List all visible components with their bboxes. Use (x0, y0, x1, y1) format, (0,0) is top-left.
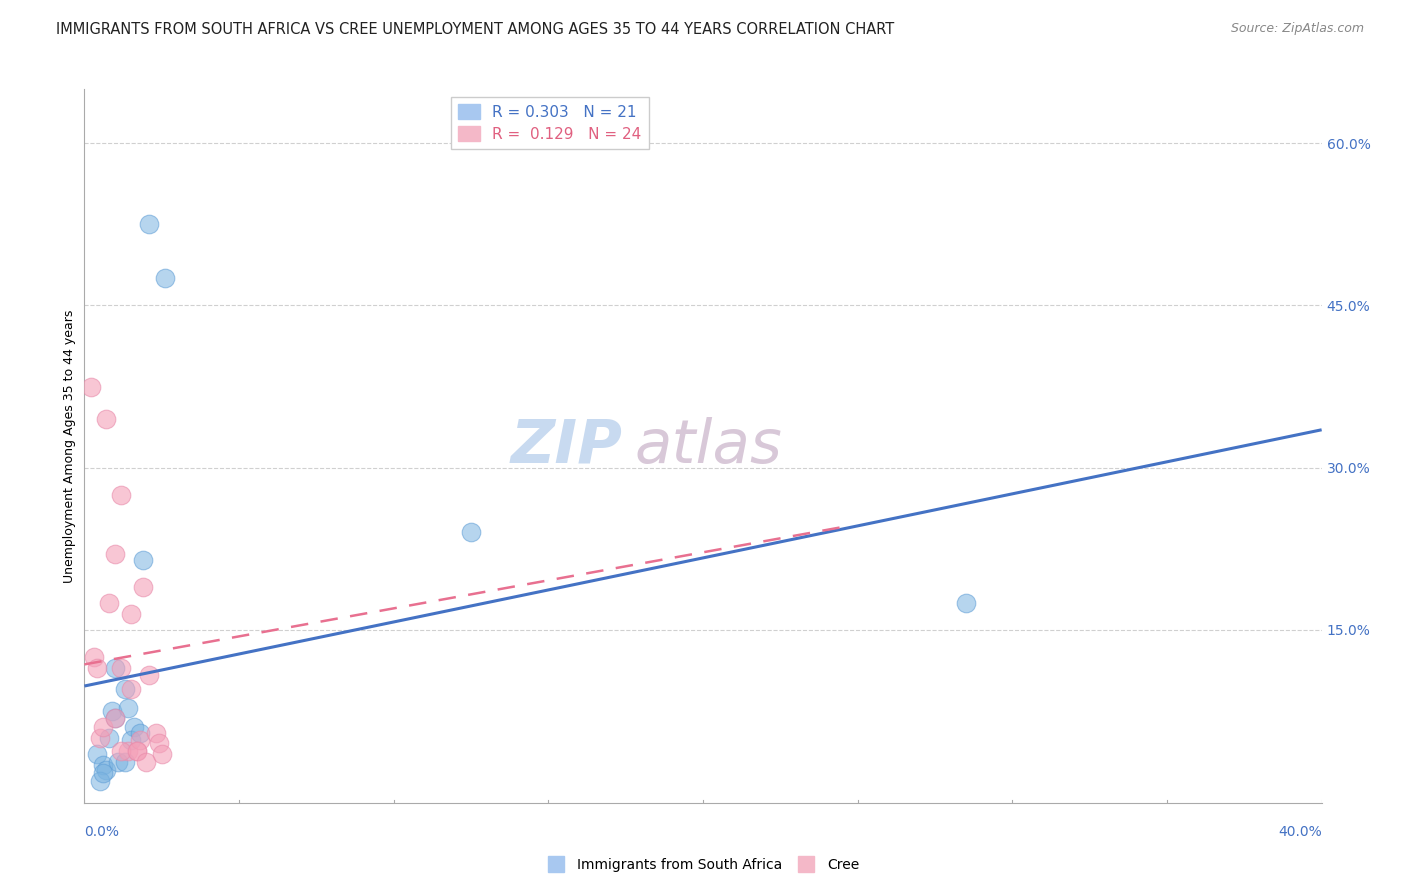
Point (460, 525, 482, 540)
Point (89, 774, 111, 789)
Point (98, 596, 121, 610)
Point (104, 547, 127, 561)
Point (120, 733, 142, 747)
Point (135, 755, 157, 769)
Point (125, 744, 148, 758)
Y-axis label: Unemployment Among Ages 35 to 44 years: Unemployment Among Ages 35 to 44 years (63, 310, 76, 582)
Point (117, 744, 139, 758)
Point (86, 747, 108, 761)
Point (114, 682, 136, 697)
Point (117, 700, 139, 714)
Point (148, 736, 170, 750)
Point (138, 218, 160, 232)
Point (98, 731, 121, 745)
Point (91, 720, 114, 734)
Point (91, 765, 114, 780)
Point (132, 552, 155, 566)
Text: ZIP: ZIP (510, 417, 623, 475)
Point (150, 747, 173, 761)
Point (122, 720, 145, 734)
Point (132, 580, 155, 594)
Legend: Immigrants from South Africa, Cree: Immigrants from South Africa, Cree (541, 853, 865, 878)
Text: Source: ZipAtlas.com: Source: ZipAtlas.com (1230, 22, 1364, 36)
Point (104, 711, 127, 725)
Point (107, 755, 129, 769)
Point (138, 668, 160, 682)
Point (110, 744, 132, 758)
Point (125, 744, 148, 758)
Point (153, 271, 176, 285)
Point (89, 731, 111, 745)
Point (120, 607, 142, 621)
Point (94, 764, 117, 778)
Text: 0.0%: 0.0% (84, 825, 120, 839)
Point (94, 412, 117, 426)
Point (955, 596, 977, 610)
Text: IMMIGRANTS FROM SOUTH AFRICA VS CREE UNEMPLOYMENT AMONG AGES 35 TO 44 YEARS CORR: IMMIGRANTS FROM SOUTH AFRICA VS CREE UNE… (56, 22, 894, 37)
Point (129, 725, 152, 739)
Point (83, 649, 105, 664)
Point (91, 758, 114, 772)
Point (114, 755, 136, 769)
Text: atlas: atlas (636, 417, 783, 475)
Point (101, 704, 124, 718)
Point (104, 660, 127, 674)
Text: 40.0%: 40.0% (1278, 825, 1322, 839)
Point (129, 733, 152, 747)
Point (79, 379, 101, 393)
Point (110, 660, 132, 674)
Point (104, 711, 127, 725)
Point (145, 725, 167, 739)
Point (86, 660, 108, 674)
Point (110, 488, 132, 502)
Point (120, 682, 142, 697)
